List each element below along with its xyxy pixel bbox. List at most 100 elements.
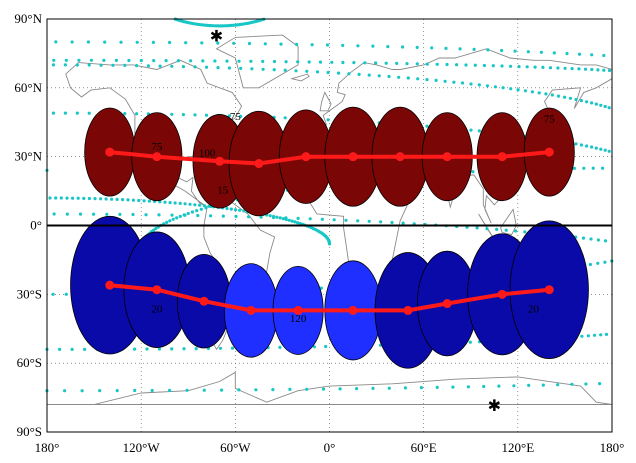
contour-dot [379,220,383,224]
contour-dot [593,333,597,337]
contour-dot [590,101,594,105]
contour-dot [556,383,560,387]
contour-dot [238,208,242,212]
contour-dot [193,203,197,207]
contour-dot [537,91,541,95]
contour-dot [324,344,328,349]
contour-dot [500,48,504,53]
contour-dot [213,59,217,63]
contour-dot [200,41,204,45]
contour-dot [425,124,429,128]
contour-dot [164,59,168,63]
contour-dot [466,385,470,389]
contour-dot [416,77,420,81]
contour-dot [590,67,594,72]
contour-dot [588,262,593,267]
contour-dot [435,62,439,66]
contour-dot [430,46,434,50]
contour-dot [70,40,74,44]
y-tick-label: 90°S [17,424,42,439]
contour-dot [237,388,241,392]
contour-dot [583,67,588,71]
contour-dot [387,74,391,79]
contour-dot [54,40,58,44]
contour-dot [259,215,263,219]
contour-dot [87,63,91,67]
contour-dot [310,43,314,47]
contour-dot [406,76,410,80]
contour-dot [469,128,473,132]
contour-dot [198,203,202,207]
contour-dot [598,382,602,386]
contour-dot [131,212,135,217]
y-tick-label: 30°S [17,286,42,301]
contour-dot [89,58,93,62]
contour-dot [102,58,106,63]
contour-dot [168,201,172,205]
contour-dot [168,219,172,223]
contour-dot [548,66,553,70]
contour-dot [591,166,595,170]
contour-dot [288,387,292,391]
contour-dot [533,65,537,69]
contour-dot [451,385,455,389]
contour-dot [315,70,320,74]
contour-dot [144,213,148,217]
contour-dot [325,43,330,47]
contour-dot [105,212,109,216]
contour-dot [63,63,67,67]
contour-dot [603,239,608,243]
contour-dot [261,59,265,64]
south-track-point [246,305,256,315]
annotation-label: 75 [544,113,556,125]
contour-dot [142,199,146,203]
contour-dot [574,97,578,102]
contour-dot [82,196,86,200]
contour-dot [194,347,198,351]
contour-dot [468,340,472,344]
contour-dot [207,204,211,208]
contour-dot [603,104,607,109]
contour-dot [93,197,97,201]
contour-dot [590,145,594,149]
contour-dot [477,129,481,133]
contour-dot [51,111,56,115]
contour-dot [239,114,243,118]
x-tick-label: 180° [600,440,625,455]
contour-dot [390,220,394,225]
contour-dot [401,221,405,225]
contour-dot [355,387,359,391]
contour-dot [523,230,527,234]
contour-dot [443,79,447,83]
contour-dot [64,58,68,62]
contour-dot [526,50,530,54]
contour-dot [527,383,531,387]
series-tracks [105,147,554,315]
north-track-point [348,152,358,162]
contour-dot [563,95,567,99]
contour-dot [170,347,174,351]
contour-dot [425,78,429,82]
contour-dot [151,40,155,45]
contour-dot [163,200,167,204]
contour-dot [594,102,598,106]
contour-dot [118,212,122,216]
contour-dot [135,40,139,44]
contour-dot [296,60,300,64]
contour-dot [596,261,600,265]
contour-dot [237,59,241,63]
contour-dot [232,41,236,45]
contour-dot [495,227,499,231]
contour-dot [65,196,69,200]
contour-dot [52,58,56,62]
contour-dot [158,200,162,204]
contour-dot [552,51,556,55]
contour-dot [599,103,603,107]
contour-dot [296,216,300,220]
contour-dot [596,68,600,72]
y-tick-label: 0° [30,218,42,233]
x-tick-label: 180° [35,440,60,455]
contour-dot [225,206,229,211]
contour-dot [589,237,593,241]
